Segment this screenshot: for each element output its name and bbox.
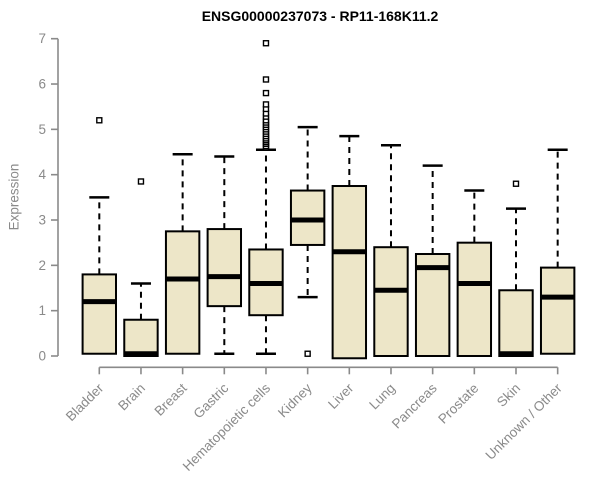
iqr-box bbox=[206, 228, 243, 308]
box-kidney bbox=[289, 125, 326, 357]
x-tick-label: Pancreas bbox=[389, 380, 440, 431]
outlier-point bbox=[137, 178, 145, 185]
x-tick-label: Skin bbox=[494, 381, 523, 410]
iqr-box bbox=[414, 253, 451, 358]
iqr-box bbox=[456, 241, 493, 357]
outlier-point bbox=[262, 101, 270, 108]
y-tick-label: 6 bbox=[38, 77, 46, 92]
box-bladder bbox=[81, 117, 117, 355]
x-tick-label: Unknown / Other bbox=[483, 380, 566, 463]
box-brain bbox=[123, 178, 159, 357]
outlier-point bbox=[262, 76, 270, 83]
iqr-box bbox=[123, 318, 159, 357]
box-pancreas bbox=[414, 164, 451, 358]
y-axis-label: Expression bbox=[6, 163, 22, 231]
x-tick-label: Brain bbox=[115, 381, 148, 414]
y-tick-label: 1 bbox=[38, 303, 46, 318]
iqr-box bbox=[498, 289, 534, 358]
box-unknown-other bbox=[539, 148, 576, 355]
iqr-box bbox=[539, 266, 576, 355]
outlier-point bbox=[304, 350, 311, 357]
x-tick-label: Liver bbox=[325, 380, 357, 412]
outlier-point bbox=[262, 89, 270, 97]
x-tick-label: Kidney bbox=[275, 380, 315, 420]
iqr-box bbox=[164, 230, 201, 355]
x-tick-label: Bladder bbox=[63, 380, 107, 424]
box-prostate bbox=[456, 189, 493, 357]
x-tick-label: Prostate bbox=[435, 381, 481, 427]
box-skin bbox=[498, 180, 534, 358]
chart-title: ENSG00000237073 - RP11-168K11.2 bbox=[201, 8, 439, 24]
box-liver bbox=[331, 134, 368, 360]
outlier-point bbox=[512, 180, 520, 187]
x-tick-label: Gastric bbox=[191, 380, 232, 421]
y-tick-label: 7 bbox=[38, 31, 46, 46]
box-hematopoietic-cells bbox=[248, 40, 284, 355]
y-tick-label: 4 bbox=[38, 167, 46, 182]
iqr-box bbox=[81, 273, 117, 355]
y-tick-label: 0 bbox=[38, 349, 46, 364]
x-tick-label: Lung bbox=[366, 381, 398, 413]
box-gastric bbox=[206, 155, 243, 355]
y-tick-label: 5 bbox=[38, 122, 46, 137]
iqr-box bbox=[373, 246, 409, 357]
outlier-point bbox=[262, 40, 270, 47]
iqr-box bbox=[331, 185, 368, 360]
x-tick-label: Breast bbox=[152, 380, 190, 418]
box-lung bbox=[373, 143, 409, 357]
y-tick-label: 3 bbox=[38, 213, 46, 228]
box-breast bbox=[164, 153, 201, 355]
outlier-point bbox=[96, 117, 103, 124]
y-tick-label: 2 bbox=[38, 258, 46, 273]
